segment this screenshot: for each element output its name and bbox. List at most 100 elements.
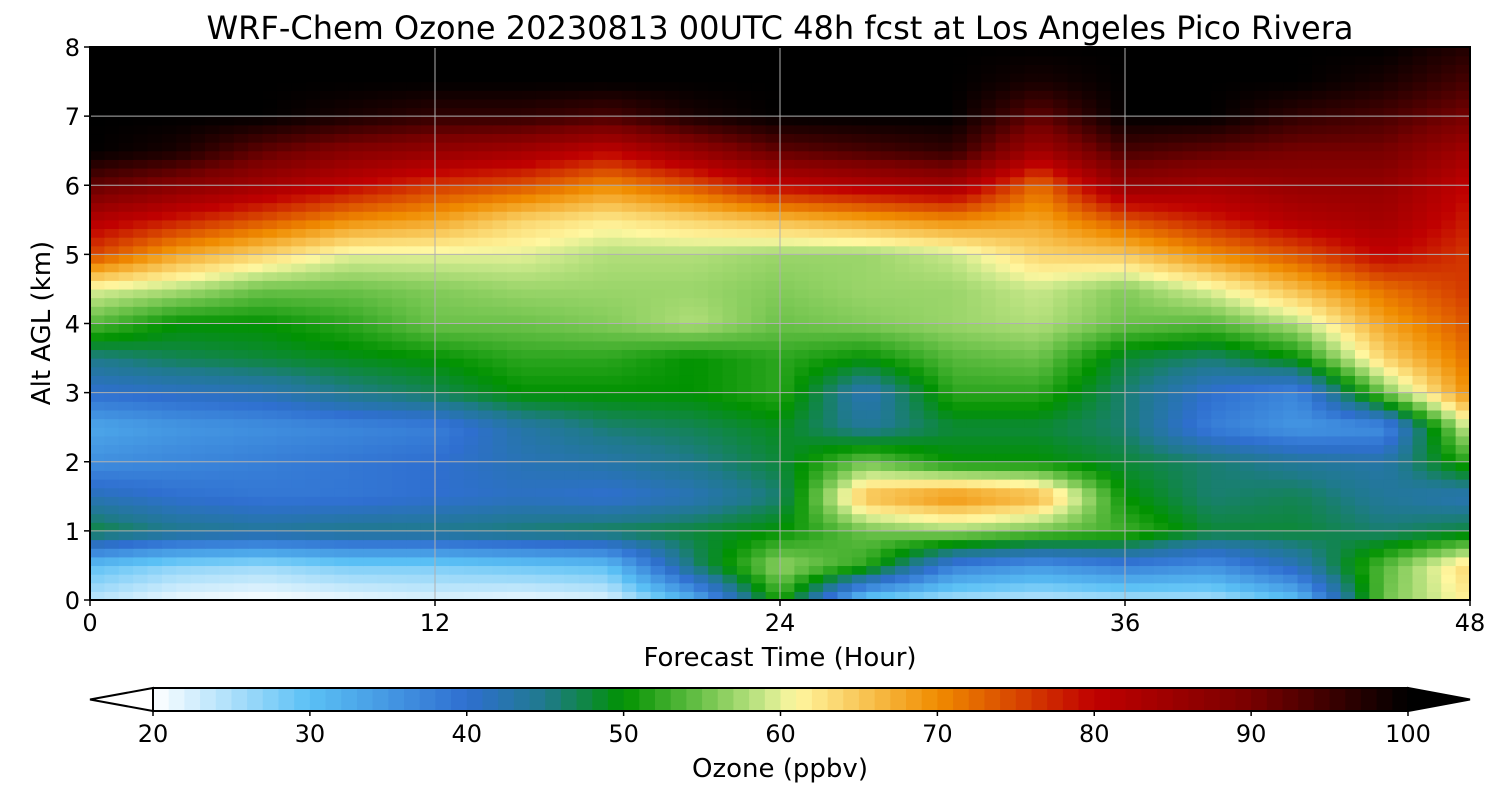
heatmap-cell [1426, 470, 1442, 480]
heatmap-cell [1441, 237, 1457, 247]
heatmap-cell [1355, 245, 1370, 255]
heatmap-cell [1024, 496, 1040, 506]
heatmap-cell [1038, 228, 1054, 238]
heatmap-cell [161, 211, 177, 221]
heatmap-cell [736, 366, 752, 376]
heatmap-cell [1211, 479, 1227, 489]
heatmap-cell [1024, 582, 1040, 592]
heatmap-cell [1355, 574, 1370, 584]
heatmap-cell [866, 358, 882, 368]
heatmap-cell [693, 271, 709, 281]
heatmap-cell [1081, 202, 1097, 212]
heatmap-cell [1067, 323, 1083, 333]
heatmap-cell [205, 383, 220, 394]
heatmap-cell [693, 582, 709, 592]
heatmap-cell [650, 427, 666, 437]
heatmap-cell [1426, 263, 1442, 273]
heatmap-cell [650, 340, 666, 351]
heatmap-cell [1254, 366, 1270, 376]
heatmap-cell [406, 297, 422, 307]
heatmap-cell [1297, 470, 1313, 480]
heatmap-cell [506, 522, 522, 532]
heatmap-cell [205, 427, 220, 437]
heatmap-cell [449, 358, 465, 368]
heatmap-cell [1182, 513, 1198, 523]
heatmap-cell [1426, 427, 1442, 437]
heatmap-cell [147, 271, 163, 281]
heatmap-cell [334, 513, 350, 523]
heatmap-cell [1010, 522, 1025, 532]
heatmap-cell [90, 548, 105, 558]
heatmap-cell [1053, 513, 1069, 523]
heatmap-cell [291, 496, 307, 506]
heatmap-cell [966, 237, 982, 247]
heatmap-cell [1038, 314, 1054, 325]
heatmap-cell [90, 219, 105, 230]
heatmap-cell [1038, 150, 1054, 160]
heatmap-cell [1139, 306, 1155, 316]
heatmap-cell [1398, 185, 1414, 195]
heatmap-cell [578, 358, 594, 368]
heatmap-cell [794, 167, 810, 178]
heatmap-cell [1010, 219, 1025, 230]
heatmap-cell [578, 332, 594, 342]
heatmap-cell [823, 513, 839, 523]
heatmap-cell [794, 366, 810, 376]
heatmap-cell [665, 530, 680, 541]
heatmap-cell [765, 453, 781, 463]
heatmap-cell [1038, 271, 1054, 281]
heatmap-cell [147, 297, 163, 307]
heatmap-cell [1340, 591, 1356, 601]
heatmap-cell [1139, 167, 1155, 178]
heatmap-cell [1412, 574, 1428, 584]
heatmap-cell [780, 185, 795, 195]
heatmap-cell [463, 211, 479, 221]
heatmap-cell [1441, 435, 1457, 446]
heatmap-cell [1412, 470, 1428, 480]
heatmap-cell [1283, 185, 1299, 195]
heatmap-cell [348, 461, 364, 471]
heatmap-cell [348, 297, 364, 307]
heatmap-cell [1038, 323, 1054, 333]
heatmap-cell [305, 159, 321, 169]
heatmap-cell [1326, 487, 1342, 497]
heatmap-cell [851, 245, 867, 255]
heatmap-cell [1081, 418, 1097, 428]
heatmap-cell [1426, 548, 1442, 558]
heatmap-cell [952, 461, 968, 471]
heatmap-cell [765, 565, 781, 575]
heatmap-cell [1110, 358, 1126, 368]
heatmap-cell [161, 193, 177, 204]
heatmap-cell [1211, 211, 1227, 221]
heatmap-cell [895, 323, 910, 333]
heatmap-cell [176, 280, 192, 290]
heatmap-cell [550, 479, 565, 489]
heatmap-cell [1398, 254, 1414, 264]
heatmap-cell [262, 254, 278, 264]
heatmap-cell [1355, 418, 1370, 428]
heatmap-cell [736, 280, 752, 290]
heatmap-cell [1268, 591, 1284, 601]
heatmap-cell [564, 314, 580, 325]
heatmap-cell [866, 504, 882, 515]
heatmap-cell [478, 193, 494, 204]
heatmap-cell [219, 418, 235, 428]
heatmap-cell [1398, 306, 1414, 316]
heatmap-cell [679, 591, 695, 601]
heatmap-cell [205, 548, 220, 558]
heatmap-cell [305, 245, 321, 255]
heatmap-cell [420, 435, 436, 446]
heatmap-cell [593, 461, 609, 471]
heatmap-cell [1125, 392, 1140, 402]
heatmap-cell [1067, 383, 1083, 394]
heatmap-cell [923, 453, 939, 463]
heatmap-cell [1053, 176, 1069, 186]
heatmap-cell [995, 150, 1011, 160]
heatmap-cell [420, 314, 436, 325]
heatmap-cell [1412, 513, 1428, 523]
heatmap-cell [1340, 332, 1356, 342]
heatmap-cell [248, 530, 264, 541]
heatmap-cell [808, 479, 824, 489]
heatmap-cell [276, 245, 292, 255]
heatmap-cell [435, 211, 450, 221]
